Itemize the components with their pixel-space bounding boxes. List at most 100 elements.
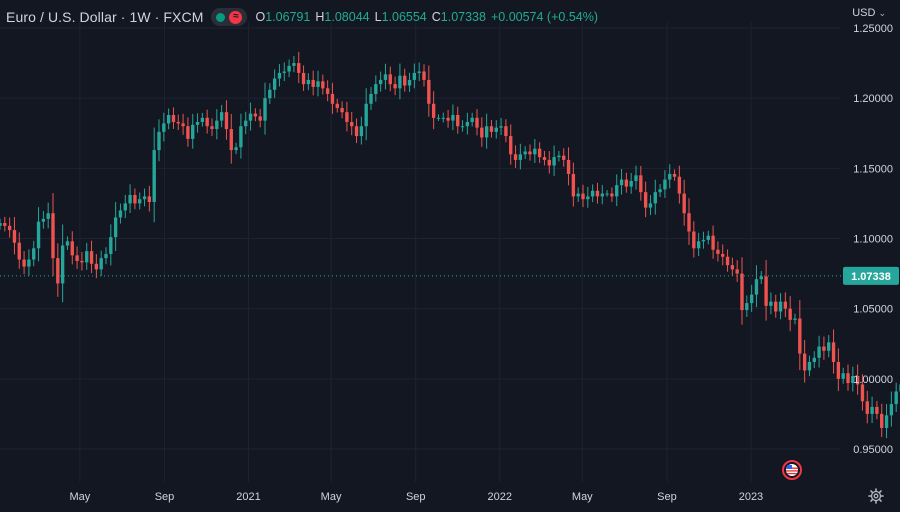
candle-body [668, 173, 672, 180]
candle-body [0, 223, 2, 226]
x-tick-label: May [321, 491, 342, 503]
change-value: +0.00574 (+0.54%) [490, 10, 598, 24]
currency-label: USD [852, 7, 876, 19]
candle-body [484, 126, 489, 138]
candle-body [195, 122, 200, 125]
candle-body [745, 303, 749, 311]
candle-body [89, 251, 94, 264]
candle-body [325, 88, 330, 94]
candle-body [552, 157, 556, 166]
candle-body [56, 258, 60, 284]
candle-body [253, 113, 258, 117]
candle-body [171, 115, 176, 123]
candle-body [142, 196, 147, 200]
candle-body [518, 154, 523, 160]
low-value: 1.06554 [381, 10, 427, 24]
candle-body [388, 74, 392, 85]
candle-body [629, 180, 633, 187]
candle-body [398, 75, 402, 89]
candle-body [210, 126, 214, 130]
candle-body [884, 415, 889, 428]
candle-body [272, 78, 277, 90]
y-tick-label: 1.00000 [853, 374, 893, 386]
candle-body [774, 301, 778, 312]
open-label: O [255, 10, 266, 24]
wave-icon: ≈ [229, 10, 243, 24]
candle-body [215, 120, 219, 130]
x-tick-label: 2021 [236, 491, 260, 503]
candle-body [701, 239, 706, 242]
axes: 1.25000 1.20000 1.15000 1.10000 1.05000 1.000… [69, 23, 893, 503]
candle-body [889, 404, 894, 416]
candle-body [831, 342, 836, 362]
x-tick-label: May [572, 491, 593, 503]
candle-body [523, 151, 527, 155]
candle-body [378, 79, 383, 85]
candle-body [571, 173, 576, 197]
candle-body [817, 346, 821, 358]
candle-body [330, 93, 335, 104]
candle-body [880, 413, 884, 428]
candle-body [85, 251, 89, 263]
candle-body [615, 185, 619, 197]
candle-body [374, 84, 378, 94]
candle-body [277, 72, 282, 79]
candle-body [504, 126, 508, 137]
y-tick-label: 1.20000 [853, 93, 893, 105]
candle-body [754, 279, 759, 295]
candle-body [157, 131, 161, 151]
candle-body [841, 373, 845, 379]
candle-body [509, 136, 513, 155]
candle-body [94, 263, 99, 270]
candle-body [807, 361, 812, 371]
candle-body [166, 115, 171, 124]
candle-body [865, 401, 869, 414]
market-status-pill[interactable]: ≈ [211, 8, 248, 26]
high-value: 1.08044 [324, 10, 370, 24]
y-tick-label: 1.10000 [853, 234, 893, 246]
candle-body [138, 199, 142, 204]
candle-body [3, 223, 7, 226]
candle-body [287, 65, 291, 72]
currency-selector[interactable]: USD ⌄ [852, 7, 886, 19]
candles [0, 51, 900, 439]
gear-icon[interactable] [868, 488, 884, 504]
open-value: 1.06791 [265, 10, 311, 24]
candle-body [7, 225, 12, 231]
x-tick-label: 2023 [739, 491, 763, 503]
us-flag-icon[interactable] [782, 460, 802, 480]
candle-body [822, 346, 826, 351]
candle-body [99, 258, 103, 270]
candle-body [417, 71, 421, 73]
candle-body [306, 79, 311, 85]
candle-body [528, 151, 532, 155]
candle-body [335, 103, 339, 108]
candle-body [441, 117, 445, 119]
candle-body [128, 194, 132, 204]
candle-body [36, 221, 41, 249]
candle-body [677, 176, 682, 194]
candle-body [740, 273, 744, 311]
symbol-title[interactable]: Euro / U.S. Dollar · 1W · FXCM [6, 9, 204, 25]
candle-body [133, 194, 137, 204]
candle-body [350, 122, 354, 127]
x-tick-label: May [69, 491, 90, 503]
green-dot-icon [216, 12, 226, 22]
candle-body [354, 126, 359, 137]
candle-body [802, 353, 807, 371]
candle-body [205, 117, 209, 127]
candle-body [152, 150, 156, 203]
candle-body [687, 213, 691, 232]
candle-body [875, 406, 879, 414]
candle-body [297, 63, 301, 73]
candle-body [248, 113, 253, 121]
candle-body [200, 117, 205, 123]
candle-body [788, 308, 792, 320]
candle-body [480, 127, 484, 138]
chevron-down-icon: ⌄ [878, 7, 886, 18]
candle-body [46, 213, 50, 219]
candle-body [456, 115, 460, 127]
candle-body [383, 74, 388, 80]
candle-body [586, 196, 590, 200]
